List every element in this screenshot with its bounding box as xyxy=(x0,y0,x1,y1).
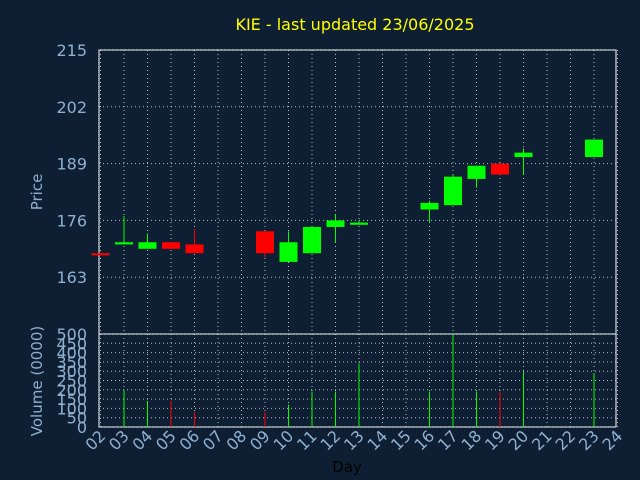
candle-05 xyxy=(162,242,180,249)
candle-body xyxy=(91,253,110,256)
candle-body xyxy=(279,242,298,262)
volume-axis-label: Volume (0000) xyxy=(28,326,46,436)
volume-tick-label: 100 xyxy=(56,399,87,418)
volume-panel-frame xyxy=(98,333,617,428)
price-panel-frame xyxy=(98,49,617,335)
volume-tick-label: 500 xyxy=(56,325,87,344)
candles xyxy=(91,139,603,262)
volume-tick-label: 400 xyxy=(56,344,87,363)
price-tick-label: 176 xyxy=(56,211,87,230)
candle-06 xyxy=(185,229,204,254)
volume-tick-label: 50 xyxy=(67,409,87,428)
price-tick-label: 202 xyxy=(56,98,87,117)
candle-body xyxy=(514,152,533,158)
volume-tick-label: 300 xyxy=(56,362,87,381)
x-axis-label: Day xyxy=(332,458,362,476)
volume-tick-label: 450 xyxy=(56,334,87,353)
volume-tick-label: 200 xyxy=(56,381,87,400)
candle-04 xyxy=(138,233,157,249)
price-panel: 163 176 189 202 215 Price xyxy=(28,41,618,335)
candle-09 xyxy=(256,231,274,258)
candle-body xyxy=(303,226,321,254)
volume-tick-label: 350 xyxy=(56,353,87,372)
candle-body xyxy=(162,242,180,249)
volume-tick-label: 0 xyxy=(77,418,87,437)
x-axis-ticks: 0203040506070809101112131415161718192021… xyxy=(81,426,626,454)
candle-20 xyxy=(514,148,533,175)
candle-16 xyxy=(420,200,439,223)
candle-body xyxy=(467,165,486,179)
candle-body xyxy=(326,220,345,227)
x-tick-label: 24 xyxy=(598,426,626,454)
price-tick-label: 215 xyxy=(56,41,87,60)
candle-body xyxy=(256,231,274,254)
candle-02 xyxy=(91,253,110,256)
candle-18 xyxy=(467,165,486,188)
candle-11 xyxy=(303,226,321,254)
candle-13 xyxy=(350,220,368,225)
price-y-ticks: 163 176 189 202 215 xyxy=(56,41,87,287)
candle-03 xyxy=(115,216,133,245)
candle-body xyxy=(185,244,204,254)
candle-23 xyxy=(585,139,603,158)
price-grid xyxy=(99,49,618,334)
candle-10 xyxy=(279,231,298,262)
volume-tick-label: 150 xyxy=(56,390,87,409)
candle-body xyxy=(444,176,462,206)
candle-19 xyxy=(491,163,509,175)
price-axis-label: Price xyxy=(28,174,46,211)
candle-body xyxy=(420,202,439,210)
candle-body xyxy=(585,139,603,158)
volume-bars xyxy=(123,334,595,427)
candle-body xyxy=(350,222,368,225)
candle-body xyxy=(138,242,157,249)
price-tick-label: 163 xyxy=(56,268,87,287)
candle-body xyxy=(115,242,133,245)
candle-body xyxy=(491,163,509,175)
price-tick-label: 189 xyxy=(56,155,87,174)
candle-12 xyxy=(326,213,345,243)
candle-17 xyxy=(444,174,462,206)
chart-title: KIE - last updated 23/06/2025 xyxy=(235,15,474,34)
volume-tick-label: 250 xyxy=(56,372,87,391)
